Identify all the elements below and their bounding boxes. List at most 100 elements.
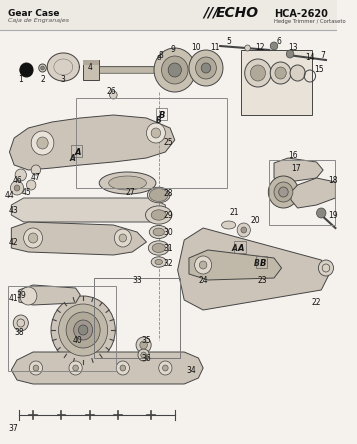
Circle shape [13,315,28,331]
Bar [234,241,246,253]
Polygon shape [291,178,336,208]
Text: 18: 18 [328,175,337,185]
Circle shape [120,365,126,371]
Text: 9: 9 [170,45,175,55]
Text: 10: 10 [191,44,200,52]
Ellipse shape [151,210,166,220]
Circle shape [168,63,181,77]
Circle shape [39,64,46,72]
Polygon shape [47,53,79,81]
Circle shape [119,234,127,242]
Polygon shape [189,250,282,280]
Circle shape [59,304,108,356]
Polygon shape [83,60,99,80]
Circle shape [146,123,165,143]
Text: A: A [74,147,81,156]
Circle shape [14,185,20,191]
Text: 17: 17 [291,163,301,173]
Circle shape [37,137,48,149]
Circle shape [286,50,294,58]
Text: 24: 24 [198,275,208,285]
Text: 13: 13 [288,44,298,52]
Text: 36: 36 [142,353,151,362]
Circle shape [136,337,151,353]
Circle shape [31,131,54,155]
Circle shape [237,223,250,237]
Text: 39: 39 [16,290,26,300]
Text: B: B [260,258,266,267]
Ellipse shape [153,228,164,236]
Text: Hedge Trimmer / Cortaseto: Hedge Trimmer / Cortaseto [274,19,346,24]
Circle shape [317,208,326,218]
Polygon shape [11,222,146,255]
Circle shape [114,229,131,247]
Text: 2: 2 [40,75,45,83]
Circle shape [141,352,146,358]
Text: B: B [159,111,166,119]
Text: 37: 37 [8,424,18,432]
Circle shape [189,50,223,86]
Text: 25: 25 [164,138,173,147]
Bar [71,145,82,157]
Circle shape [275,67,286,79]
Text: 33: 33 [132,275,142,285]
Text: 46: 46 [12,175,22,185]
Circle shape [250,65,266,81]
Circle shape [24,228,42,248]
Circle shape [20,287,37,305]
Circle shape [15,169,26,181]
Text: 7: 7 [321,51,326,59]
Circle shape [268,176,298,208]
Text: 28: 28 [164,189,173,198]
Circle shape [159,361,172,375]
Text: 11: 11 [211,44,220,52]
Text: 23: 23 [258,275,267,285]
Bar [241,50,312,115]
Text: 47: 47 [31,173,41,182]
Text: HCA-2620: HCA-2620 [274,9,328,19]
Text: B: B [156,115,162,124]
Bar [0,0,337,30]
Ellipse shape [151,257,166,267]
Ellipse shape [149,226,168,238]
Text: 3: 3 [61,75,66,83]
Text: ECHO: ECHO [215,6,258,20]
Circle shape [116,361,130,375]
Ellipse shape [147,187,170,203]
Circle shape [10,181,24,195]
Text: 32: 32 [164,258,173,267]
Text: 40: 40 [72,336,82,345]
Text: A: A [238,243,244,253]
Ellipse shape [155,259,162,265]
Circle shape [274,182,293,202]
Text: 41: 41 [9,293,18,302]
Ellipse shape [149,189,168,202]
Text: 43: 43 [8,206,18,214]
Text: 20: 20 [250,215,260,225]
Text: 1: 1 [19,75,23,83]
Text: 44: 44 [5,190,14,199]
Text: 21: 21 [230,207,239,217]
Text: 4: 4 [87,63,92,72]
Circle shape [154,48,196,92]
Text: A: A [231,243,237,253]
Text: 26: 26 [107,87,116,95]
Circle shape [74,320,92,340]
Text: Gear Case: Gear Case [7,9,59,18]
Text: 22: 22 [312,297,321,306]
Bar [7,286,116,371]
Polygon shape [178,228,329,310]
Text: 8: 8 [158,51,163,59]
Text: 31: 31 [164,243,173,253]
Text: 19: 19 [328,210,337,219]
Ellipse shape [146,206,172,224]
Bar [76,98,227,188]
Circle shape [245,59,271,87]
Text: 35: 35 [142,336,151,345]
Circle shape [26,180,36,190]
Circle shape [20,63,33,77]
Circle shape [31,165,41,175]
Circle shape [110,91,117,99]
Circle shape [151,128,161,138]
Ellipse shape [222,221,236,229]
